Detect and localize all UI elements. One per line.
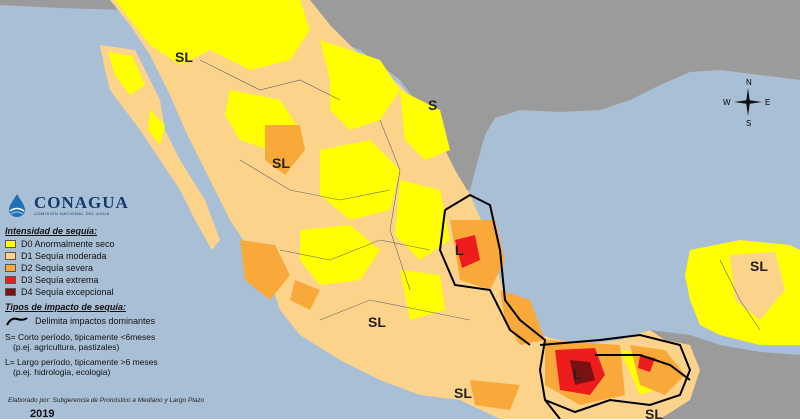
- swatch-d1: [5, 252, 16, 260]
- boundary-line-icon: [6, 317, 28, 326]
- legend-intensity-title: Intensidad de sequía:: [5, 226, 98, 236]
- legend-short-line2: (p.ej. agricultura, pastizales): [13, 342, 120, 352]
- legend-label-d3: D3 Sequía extrema: [21, 275, 99, 285]
- compass-rose-icon: N S E W: [723, 78, 770, 128]
- legend-long-note: L= Largo período, tipicamente >6 meses (…: [5, 357, 245, 377]
- map-label-l-south: L: [573, 366, 582, 382]
- logo-name: CONAGUA: [34, 193, 129, 212]
- conagua-logo: CONAGUA COMISIÓN NACIONAL DEL AGUA: [4, 192, 129, 218]
- usa-landmass: [0, 0, 800, 190]
- compass-e: E: [765, 98, 770, 107]
- d4-regions: [570, 360, 595, 385]
- state-boundaries: [199, 59, 761, 331]
- legend-long-line2: (p.ej. hidrologia, ecologia): [13, 367, 111, 377]
- logo-subtitle: COMISIÓN NACIONAL DEL AGUA: [34, 211, 110, 216]
- year-label: 2019: [30, 408, 55, 420]
- legend-short-note: S= Corto período, tipicamente <6meses (p…: [5, 332, 245, 352]
- map-label-l-huasteca: L: [455, 242, 464, 258]
- legend-item-d0: D0 Anormalmente seco: [5, 238, 245, 250]
- legend-boundary-label: Delimita impactos dominantes: [35, 316, 156, 326]
- map-label-s-northeast: S: [428, 97, 437, 113]
- yucatan-d1-zone: [730, 252, 785, 320]
- baja-d0-zone-2: [148, 110, 165, 145]
- legend-boundary-item: Delimita impactos dominantes: [5, 315, 245, 327]
- legend-label-d1: D1 Sequía moderada: [21, 251, 107, 261]
- map-label-sl-guerrero: SL: [454, 385, 472, 401]
- water-drop-wave-icon: [9, 194, 25, 217]
- impact-boundaries: [438, 193, 692, 419]
- swatch-d2: [5, 264, 16, 272]
- legend-types-title: Tipos de impacto de sequía:: [5, 302, 126, 312]
- baja-california: [100, 45, 220, 250]
- map-label-sl-north: SL: [175, 49, 193, 65]
- legend-item-d1: D1 Sequía moderada: [5, 250, 245, 262]
- legend-label-d4: D4 Sequía excepcional: [21, 287, 114, 297]
- swatch-d0: [5, 240, 16, 248]
- legend-long-line1: L= Largo período, tipicamente >6 meses: [5, 357, 158, 367]
- swatch-d3: [5, 276, 16, 284]
- legend: Intensidad de sequía: D0 Anormalmente se…: [5, 226, 245, 377]
- compass-s: S: [746, 119, 751, 128]
- swatch-d4: [5, 288, 16, 296]
- baja-d0-zone: [108, 52, 145, 95]
- legend-item-d2: D2 Sequía severa: [5, 262, 245, 274]
- map-label-sl-central: SL: [272, 155, 290, 171]
- map-label-sl-yucatan: SL: [750, 258, 768, 274]
- legend-item-d3: D3 Sequía extrema: [5, 274, 245, 286]
- legend-short-line1: S= Corto período, tipicamente <6meses: [5, 332, 156, 342]
- legend-label-d0: D0 Anormalmente seco: [21, 239, 115, 249]
- map-label-sl-west: SL: [368, 314, 386, 330]
- legend-label-d2: D2 Sequía severa: [21, 263, 94, 273]
- credit-footer: Elaborado por: Subgerencia de Pronóstico…: [8, 397, 205, 404]
- compass-w: W: [723, 98, 731, 107]
- compass-n: N: [746, 78, 752, 87]
- map-label-sl-chiapas: SL: [645, 406, 663, 419]
- legend-item-d4: D4 Sequía excepcional: [5, 286, 245, 298]
